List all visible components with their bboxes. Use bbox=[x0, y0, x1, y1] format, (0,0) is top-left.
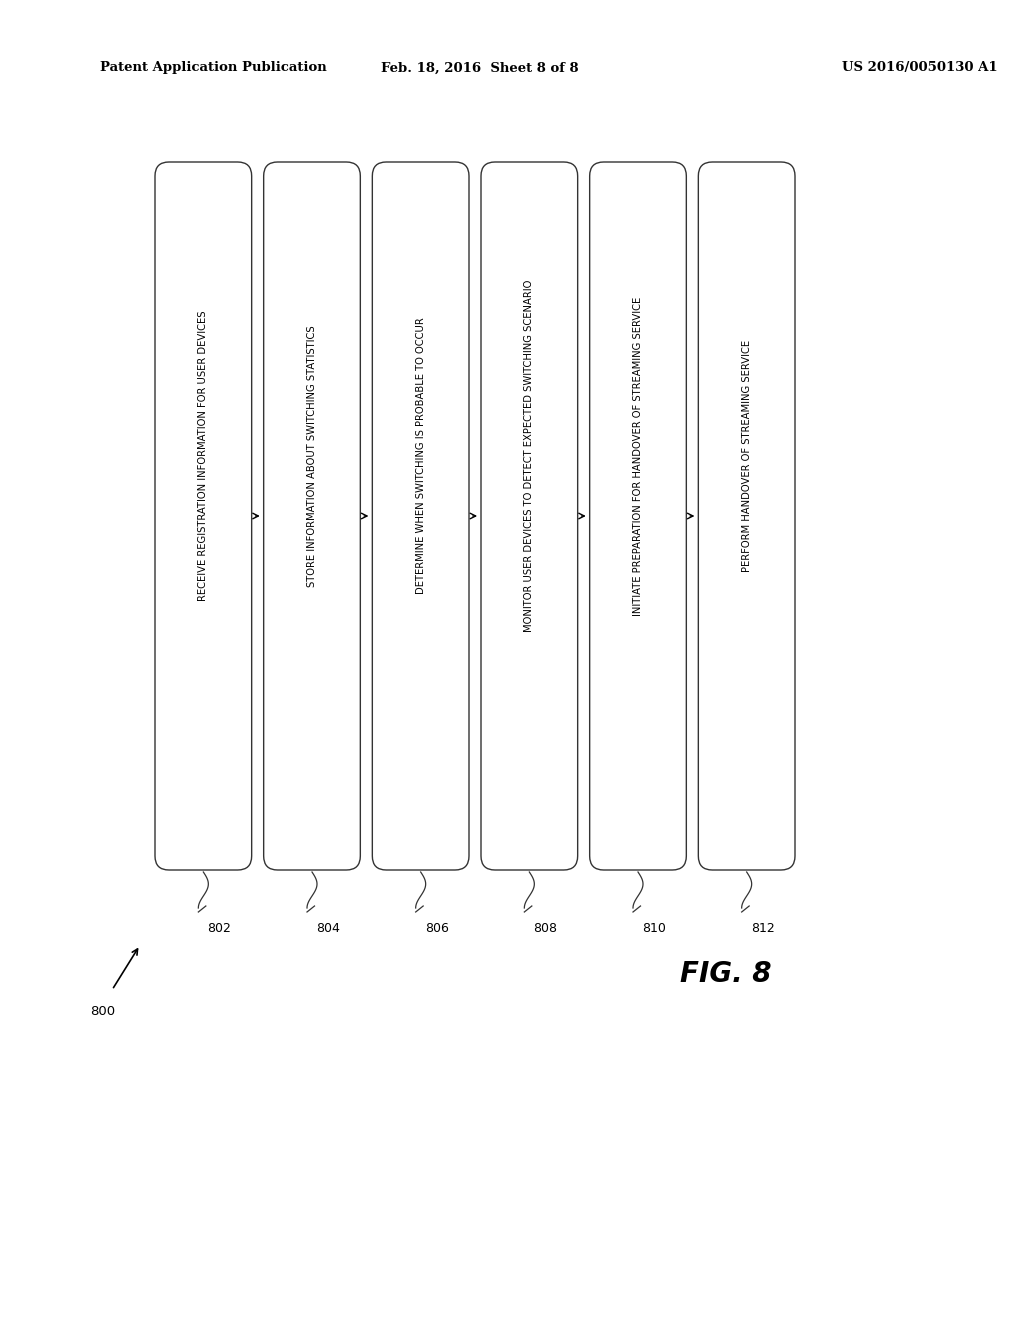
FancyBboxPatch shape bbox=[590, 162, 686, 870]
Text: STORE INFORMATION ABOUT SWITCHING STATISTICS: STORE INFORMATION ABOUT SWITCHING STATIS… bbox=[307, 325, 317, 587]
FancyBboxPatch shape bbox=[155, 162, 252, 870]
Text: 806: 806 bbox=[425, 921, 449, 935]
Text: INITIATE PREPARATION FOR HANDOVER OF STREAMING SERVICE: INITIATE PREPARATION FOR HANDOVER OF STR… bbox=[633, 297, 643, 615]
Text: 808: 808 bbox=[534, 921, 557, 935]
Text: FIG. 8: FIG. 8 bbox=[680, 960, 771, 987]
Text: RECEIVE REGISTRATION INFORMATION FOR USER DEVICES: RECEIVE REGISTRATION INFORMATION FOR USE… bbox=[199, 310, 208, 601]
FancyBboxPatch shape bbox=[263, 162, 360, 870]
Text: 802: 802 bbox=[207, 921, 231, 935]
FancyBboxPatch shape bbox=[373, 162, 469, 870]
Text: Patent Application Publication: Patent Application Publication bbox=[100, 62, 327, 74]
Text: MONITOR USER DEVICES TO DETECT EXPECTED SWITCHING SCENARIO: MONITOR USER DEVICES TO DETECT EXPECTED … bbox=[524, 280, 535, 632]
Text: Feb. 18, 2016  Sheet 8 of 8: Feb. 18, 2016 Sheet 8 of 8 bbox=[381, 62, 579, 74]
Text: DETERMINE WHEN SWITCHING IS PROBABLE TO OCCUR: DETERMINE WHEN SWITCHING IS PROBABLE TO … bbox=[416, 318, 426, 594]
Text: 810: 810 bbox=[642, 921, 666, 935]
Text: US 2016/0050130 A1: US 2016/0050130 A1 bbox=[842, 62, 997, 74]
FancyBboxPatch shape bbox=[481, 162, 578, 870]
FancyBboxPatch shape bbox=[698, 162, 795, 870]
Text: 800: 800 bbox=[90, 1005, 115, 1018]
Text: 812: 812 bbox=[751, 921, 774, 935]
Text: 804: 804 bbox=[316, 921, 340, 935]
Text: PERFORM HANDOVER OF STREAMING SERVICE: PERFORM HANDOVER OF STREAMING SERVICE bbox=[741, 341, 752, 572]
